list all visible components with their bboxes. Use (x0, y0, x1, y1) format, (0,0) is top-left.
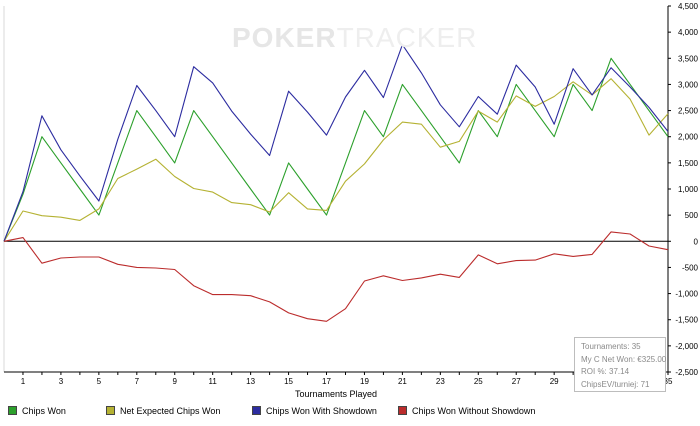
x-tick-label: 25 (474, 377, 483, 386)
x-tick-label: 35 (664, 377, 673, 386)
y-tick-label: -500 (682, 263, 699, 272)
pokertracker-watermark-logo: POKERTRACKER (232, 22, 478, 53)
x-tick-label: 13 (246, 377, 255, 386)
series-line-net-expected-chips-won (3, 78, 669, 242)
legend-item-without-showdown[interactable]: Chips Won Without Showdown (398, 406, 535, 416)
legend-swatch-red (398, 406, 407, 415)
x-tick-label: 1 (21, 377, 26, 386)
x-tick-label: 27 (512, 377, 521, 386)
x-tick-label: 23 (436, 377, 445, 386)
y-tick-label: 2,500 (678, 107, 699, 116)
series-line-chips-won-without-showdown (3, 231, 669, 322)
x-tick-label: 11 (209, 377, 218, 386)
stats-box: Tournaments: 35 My C Net Won: €325.00 RO… (574, 337, 666, 392)
stat-roi: ROI %: 37.14 (581, 367, 630, 376)
y-tick-label: 3,500 (678, 54, 699, 63)
stat-net-won: My C Net Won: €325.00 (581, 354, 667, 364)
y-tick-label: -1,500 (675, 316, 698, 325)
x-tick-label: 7 (135, 377, 140, 386)
y-tick-label: 4,500 (678, 2, 699, 11)
y-tick-label: 2,000 (678, 133, 699, 142)
stat-tournaments: Tournaments: 35 (581, 342, 641, 351)
x-axis: 1357911131517192123252729313335Tournamen… (21, 372, 673, 399)
legend-swatch-green (8, 406, 17, 415)
stat-chips-ev: ChipsEV/turniej: 71 (581, 379, 650, 389)
legend-item-net-expected[interactable]: Net Expected Chips Won (106, 406, 220, 416)
y-tick-label: 0 (694, 237, 699, 246)
legend-swatch-yellow (106, 406, 115, 415)
y-tick-label: 4,000 (678, 28, 699, 37)
series-line-chips-won-with-showdown (3, 44, 669, 242)
y-tick-label: 1,500 (678, 159, 699, 168)
y-tick-label: -2,000 (675, 342, 698, 351)
y-axis: 4,500 4,000 3,500 3,000 2,500 2,000 1,500 1,000… (668, 2, 699, 377)
x-axis-title: Tournaments Played (295, 389, 377, 399)
legend-swatch-blue (252, 406, 261, 415)
x-tick-label: 5 (97, 377, 102, 386)
series-line-chips-won (3, 57, 669, 242)
x-tick-label: 19 (360, 377, 369, 386)
x-tick-label: 15 (284, 377, 293, 386)
y-tick-label: 3,000 (678, 80, 699, 89)
legend-item-chips-won[interactable]: Chips Won (8, 406, 66, 416)
chart-legend: Chips Won Net Expected Chips Won Chips W… (0, 404, 700, 420)
x-tick-label: 9 (173, 377, 178, 386)
x-tick-label: 29 (550, 377, 559, 386)
x-tick-label: 21 (398, 377, 407, 386)
y-tick-label: -2,500 (675, 368, 698, 377)
y-tick-label: 1,000 (678, 185, 699, 194)
legend-item-with-showdown[interactable]: Chips Won With Showdown (252, 406, 377, 416)
series-layer (3, 44, 669, 322)
y-tick-label: 500 (685, 211, 699, 220)
y-tick-label: -1,000 (675, 290, 698, 299)
x-tick-label: 17 (322, 377, 331, 386)
x-tick-label: 3 (59, 377, 64, 386)
